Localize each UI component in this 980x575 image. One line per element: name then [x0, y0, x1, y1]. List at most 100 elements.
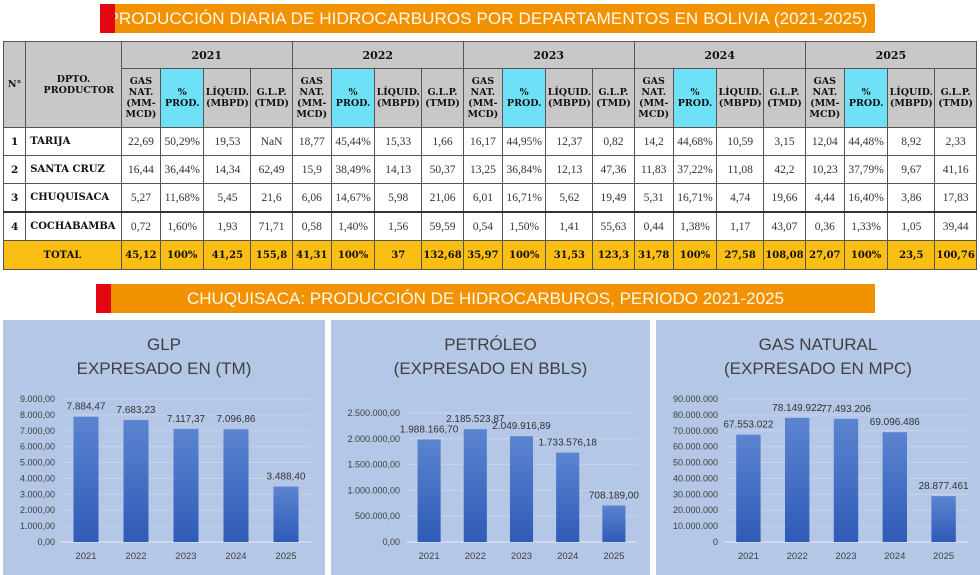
- x-tick-label: 2023: [175, 551, 196, 562]
- x-tick-label: 2021: [419, 551, 440, 562]
- charts-title-banner: CHUQUISACA: PRODUCCIÓN DE HIDROCARBUROS,…: [96, 284, 875, 313]
- table-cell: 0,44: [633, 211, 674, 241]
- subheader-row: GAS NAT. (MM-MCD)% PROD. LÍQUID. (MBPD) G.…: [4, 68, 977, 128]
- table-cell: 14,13: [374, 155, 423, 184]
- table-cell: 50,29%: [160, 127, 205, 156]
- x-tick-label: 2025: [933, 551, 954, 562]
- bar-2022: [123, 419, 149, 542]
- total-cell: 100%: [672, 240, 718, 270]
- table-cell: 37,79%: [843, 155, 889, 184]
- table-title-banner: PRODUCCIÓN DIARIA DE HIDROCARBUROS POR D…: [100, 4, 875, 33]
- table-cell: 0,36: [804, 211, 845, 241]
- y-tick-label: 4.000,00: [20, 473, 55, 483]
- table-cell: 11,08: [716, 155, 765, 184]
- subcol-header: % PROD.: [501, 68, 547, 128]
- chart-panel-petroleo: PETRÓLEO (EXPRESADO EN BBLS) 0,00 500.000,0…: [331, 320, 650, 575]
- department-name: COCHABAMBA: [25, 211, 122, 241]
- bar-2025: [931, 496, 956, 542]
- total-cell: 37: [374, 240, 423, 270]
- chart-svg: PETRÓLEO (EXPRESADO EN BBLS) 0,00 500.000,0…: [347, 335, 639, 562]
- y-tick-label: 0,00: [37, 537, 55, 547]
- y-tick-label: 8.000,00: [20, 410, 55, 420]
- year-header: 2022: [291, 41, 464, 69]
- chart-svg: GAS NATURAL (EXPRESADO EN MPC) 0 10.000.000…: [673, 335, 969, 562]
- total-cell: 31,78: [633, 240, 674, 270]
- subcol-header: GAS NAT. (MM-MCD): [291, 68, 332, 128]
- table-row: 3 CHUQUISACA 5,27 11,68% 5,45 21,6 6,06 14,67% 5…: [2, 183, 977, 213]
- data-label: 28.877.461: [919, 481, 969, 492]
- y-tick-label: 1.500.000,00: [347, 460, 400, 470]
- total-cell: 100%: [330, 240, 376, 270]
- table-cell: 0,54: [462, 211, 503, 241]
- row-number: 2: [2, 155, 27, 184]
- row-number: 3: [2, 183, 27, 213]
- total-cell: 27,58: [716, 240, 765, 270]
- y-tick-label: 500.000,00: [355, 511, 400, 521]
- bar-2022: [463, 429, 487, 542]
- table-cell: 62,49: [250, 155, 293, 184]
- table-cell: 43,07: [763, 211, 806, 241]
- x-tick-label: 2022: [787, 551, 808, 562]
- table-cell: 1,66: [421, 127, 464, 156]
- x-tick-label: 2022: [125, 551, 146, 562]
- data-label: 7.117,37: [167, 414, 206, 425]
- bar-2024: [223, 429, 249, 542]
- table-cell: NaN: [250, 127, 293, 156]
- table-cell: 1,38%: [672, 211, 718, 241]
- x-tick-label: 2024: [884, 551, 905, 562]
- table-cell: 5,62: [545, 183, 594, 213]
- total-cell: 108,08: [763, 240, 806, 270]
- bar-2021: [736, 434, 761, 542]
- table-cell: 4,74: [716, 183, 765, 213]
- table-cell: 1,41: [545, 211, 594, 241]
- bar-2021: [73, 416, 99, 542]
- data-label: 7.884,47: [67, 402, 106, 413]
- table-cell: 71,71: [250, 211, 293, 241]
- table-cell: 16,71%: [501, 183, 547, 213]
- table-cell: 1,05: [887, 211, 936, 241]
- table-cell: 5,27: [120, 183, 162, 213]
- table-cell: 11,83: [633, 155, 674, 184]
- table-cell: 5,98: [374, 183, 423, 213]
- bar-2022: [785, 417, 810, 542]
- data-label: 2.049.916,89: [492, 421, 551, 432]
- data-label: 77.493.206: [821, 404, 871, 415]
- subcol-header: % PROD.: [672, 68, 718, 128]
- table-cell: 16,71%: [672, 183, 718, 213]
- total-cell: 31,53: [545, 240, 594, 270]
- col-header-n: N°: [2, 41, 27, 128]
- table-cell: 16,44: [120, 155, 162, 184]
- subcol-header: G.L.P. (TMD): [592, 68, 635, 128]
- table-cell: 4,44: [804, 183, 845, 213]
- table-cell: 15,9: [291, 155, 332, 184]
- table-cell: 10,59: [716, 127, 765, 156]
- chart-title: GLP: [147, 335, 181, 354]
- total-cell: 100,76: [934, 240, 977, 270]
- subcol-header: GAS NAT. (MM-MCD): [120, 68, 162, 128]
- y-tick-label: 9.000,00: [20, 394, 55, 404]
- table-cell: 17,83: [934, 183, 977, 213]
- table-cell: 8,92: [887, 127, 936, 156]
- total-cell: 41,25: [203, 240, 252, 270]
- table-cell: 18,77: [291, 127, 332, 156]
- x-tick-label: 2024: [557, 551, 578, 562]
- subcol-header: G.L.P. (TMD): [421, 68, 464, 128]
- x-tick-label: 2021: [738, 551, 759, 562]
- y-tick-label: 2.000.000,00: [347, 434, 400, 444]
- bar-2023: [173, 428, 199, 542]
- subcol-header: LÍQUID. (MBPD): [203, 68, 252, 128]
- subcol-header: % PROD.: [843, 68, 889, 128]
- subcol-header: G.L.P. (TMD): [763, 68, 806, 128]
- total-cell: 27,07: [804, 240, 845, 270]
- bar-2025: [273, 486, 299, 542]
- table-cell: 44,68%: [672, 127, 718, 156]
- y-tick-label: 70.000.000: [673, 426, 718, 436]
- subcol-header: LÍQUID. (MBPD): [716, 68, 765, 128]
- chart-subtitle: EXPRESADO EN (TM): [77, 359, 252, 378]
- data-label: 78.149.922: [772, 403, 822, 414]
- y-tick-label: 6.000,00: [20, 442, 55, 452]
- data-label: 67.553.022: [723, 420, 773, 431]
- x-tick-label: 2022: [465, 551, 486, 562]
- table-cell: 1,93: [203, 211, 252, 241]
- table-cell: 5,31: [633, 183, 674, 213]
